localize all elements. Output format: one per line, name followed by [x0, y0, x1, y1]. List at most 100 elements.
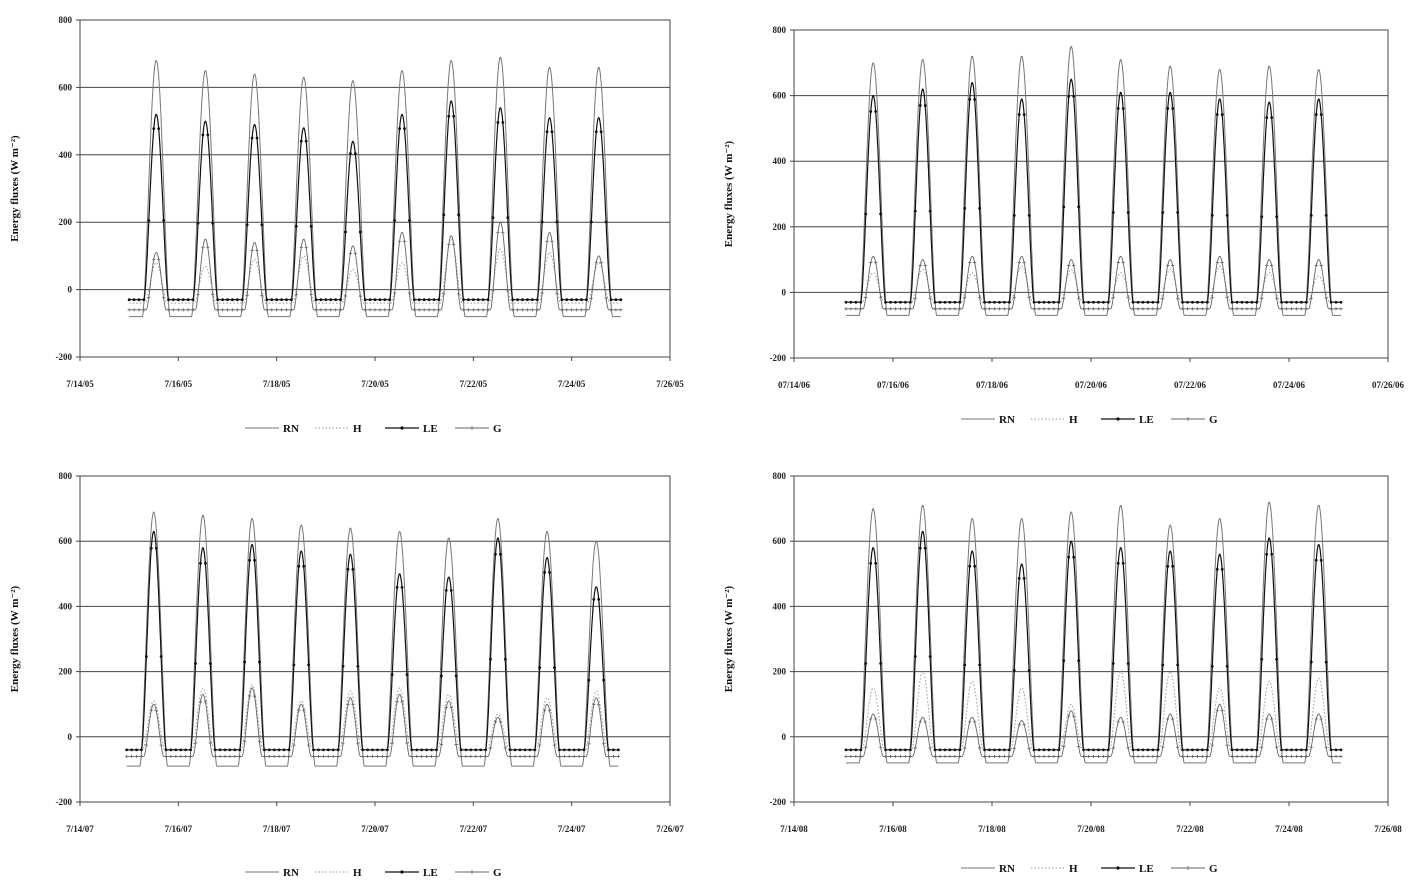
series-point-g: [420, 754, 424, 758]
series-point-le: [1309, 660, 1313, 664]
x-tick-label: 7/26/08: [1374, 824, 1402, 834]
series-point-g: [1240, 754, 1244, 758]
series-point-le: [963, 663, 967, 667]
series-point-le: [1106, 300, 1110, 304]
series-point-le: [535, 298, 539, 302]
series-point-g: [383, 308, 387, 312]
series-point-le: [476, 298, 480, 302]
series-point-le: [1092, 300, 1095, 304]
series-point-g: [314, 308, 318, 312]
series-point-g: [238, 754, 242, 758]
series-point-le: [484, 748, 488, 752]
series-point-le: [329, 298, 333, 302]
series-point-g: [844, 754, 848, 758]
series-point-le: [894, 300, 897, 304]
chart-svg: -200 0 200 400 600 800 07/14/06 07/16/06 07/18/0…: [723, 25, 1404, 426]
series-point-le: [864, 212, 868, 216]
series-point-le: [1275, 657, 1279, 661]
series-point-g: [879, 295, 883, 300]
series-point-le: [572, 748, 576, 752]
series-point-le: [186, 298, 190, 302]
series-point-g: [1101, 754, 1105, 758]
series-point-le: [597, 598, 601, 601]
series-point-g: [1007, 307, 1011, 311]
series-point-g: [1017, 723, 1021, 727]
series-point-le: [844, 748, 848, 752]
series-point-le: [1245, 748, 1249, 752]
series-point-le: [1082, 300, 1085, 304]
series-point-g: [1106, 307, 1110, 311]
series-point-le: [874, 561, 878, 565]
series-point-g: [978, 746, 982, 750]
x-tick-label: 7/22/07: [460, 824, 488, 834]
x-tick-label: 7/26/05: [656, 379, 684, 389]
series-point-le: [1176, 211, 1180, 214]
series-point-le: [1304, 300, 1308, 304]
series-point-le: [1126, 211, 1130, 214]
series-point-le: [469, 748, 473, 752]
series-point-g: [869, 260, 873, 265]
series-point-le: [349, 152, 352, 155]
series-point-g: [913, 296, 917, 300]
series-point-le: [1052, 300, 1056, 304]
series-point-le: [373, 298, 377, 302]
series-point-le: [1255, 748, 1259, 752]
series-point-le: [223, 748, 227, 752]
series-point-le: [260, 223, 264, 227]
series-point-le: [619, 298, 623, 302]
series-point-g: [1067, 714, 1071, 718]
series-point-le: [422, 298, 426, 302]
series-point-le: [604, 220, 608, 224]
series-point-g: [1091, 307, 1096, 311]
chart-svg: -200 0 200 400 600 800 7/14/07 7/16/07 7/18/07 7/…: [9, 471, 684, 879]
series-point-g: [309, 293, 313, 297]
series-point-le: [938, 300, 942, 304]
series-point-g: [134, 754, 139, 758]
series-point-g: [1176, 745, 1180, 749]
energy-flux-chart-2007: -200 0 200 400 600 800 7/14/07 7/16/07 7/18/07 7/…: [0, 450, 700, 880]
series-point-g: [520, 308, 525, 312]
series-point-g: [243, 740, 247, 744]
series-point-le: [1205, 748, 1209, 752]
series-point-le: [562, 748, 566, 752]
series-point-le: [580, 298, 583, 302]
series-point-g: [225, 308, 230, 312]
series-point-g: [1002, 754, 1006, 758]
series-point-le: [1196, 300, 1199, 304]
series-point-g: [1176, 296, 1180, 300]
series-point-le: [528, 748, 532, 752]
series-point-le: [481, 298, 485, 302]
series-point-g: [196, 293, 200, 297]
series-point-le: [1329, 300, 1333, 304]
series-point-le: [1156, 300, 1160, 304]
series-point-g: [938, 754, 942, 758]
series-point-g: [1225, 743, 1229, 747]
series-point-g: [508, 754, 512, 758]
series-point-le: [1295, 748, 1298, 752]
x-tick-label: 7/20/08: [1077, 824, 1105, 834]
series-point-le: [1314, 558, 1318, 562]
series-point-g: [1166, 717, 1170, 721]
series-point-g: [368, 308, 372, 312]
plot-frame: [793, 475, 1389, 803]
series-point-le: [149, 546, 153, 550]
series-point-g: [474, 754, 478, 758]
series-point-g: [282, 754, 286, 758]
series-point-g: [597, 703, 601, 707]
series-point-g: [992, 307, 997, 311]
series-point-le: [899, 300, 902, 304]
series-point-le: [518, 748, 522, 752]
series-point-g: [230, 308, 235, 312]
series-point-le: [400, 585, 404, 589]
series-point-g: [272, 754, 276, 758]
series-point-g: [538, 743, 542, 747]
series-point-g: [1022, 260, 1026, 265]
series-point-le: [538, 666, 542, 670]
series-point-le: [884, 748, 887, 752]
series-point-le: [1176, 663, 1180, 667]
series-point-g: [874, 260, 878, 265]
series-point-g: [918, 720, 922, 724]
series-point-g: [1339, 307, 1343, 311]
series-point-le: [420, 748, 424, 752]
series-point-g: [1245, 754, 1249, 758]
